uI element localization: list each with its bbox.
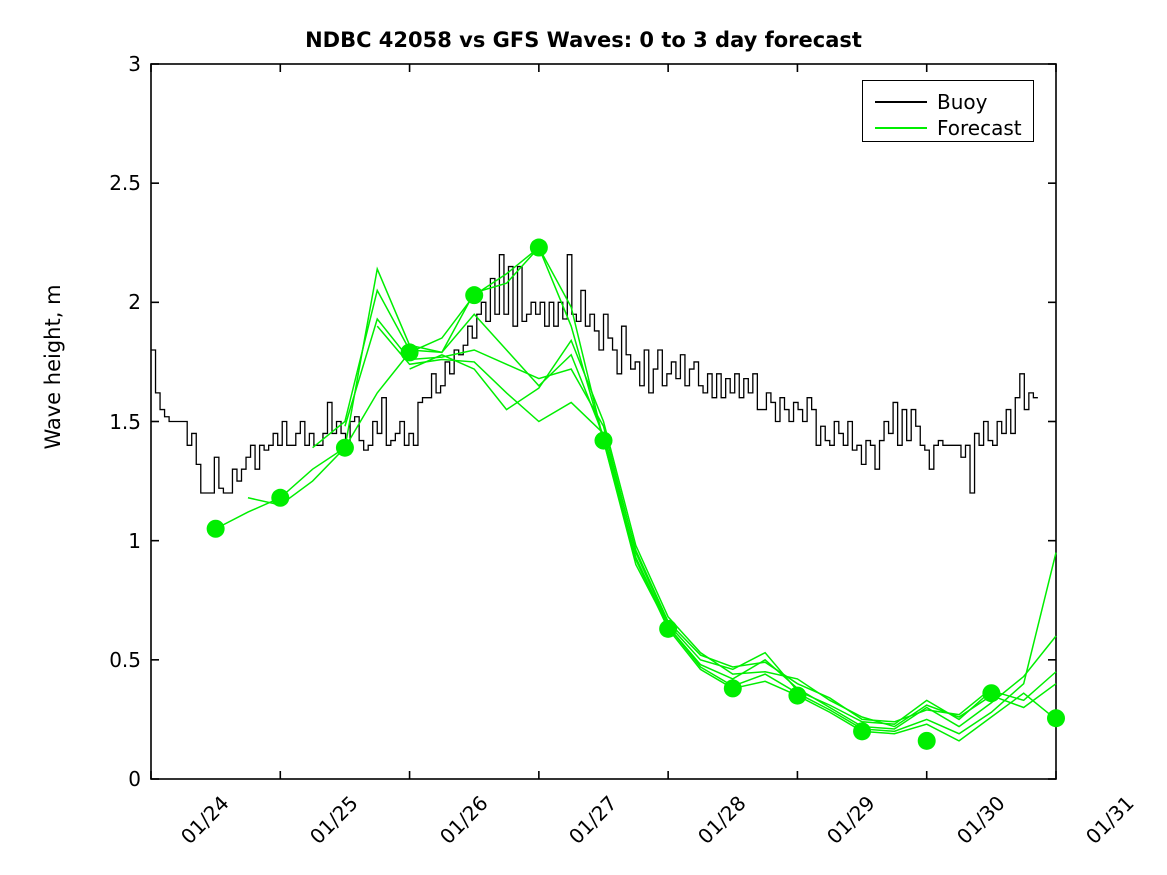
forecast-marker-point (465, 286, 484, 305)
y-tick-label: 3 (128, 52, 141, 76)
forecast-marker-point (594, 431, 613, 450)
series-line-2 (215, 246, 1057, 742)
marker-points-layer (206, 238, 1065, 750)
legend-label: Forecast (937, 116, 1022, 140)
y-tick-label: 0.5 (109, 647, 141, 672)
forecast-marker-point (917, 731, 936, 750)
legend: Buoy Forecast (862, 80, 1034, 142)
series-line-5 (344, 317, 1057, 725)
forecast-marker-point (853, 722, 872, 741)
y-tick-label: 2 (128, 290, 141, 315)
forecast-marker-point (400, 343, 419, 362)
series-line-6 (376, 325, 992, 723)
forecast-marker-point (723, 679, 742, 698)
chart-title: NDBC 42058 vs GFS Waves: 0 to 3 day fore… (305, 28, 862, 52)
forecast-marker-point (659, 619, 678, 638)
legend-entry-forecast[interactable]: Forecast (875, 117, 1022, 139)
legend-line-swatch (875, 101, 927, 103)
y-tick-label: 2.5 (109, 171, 141, 196)
y-tick-label: 1 (128, 528, 141, 553)
forecast-marker-point (982, 684, 1001, 703)
forecast-marker-point (788, 686, 807, 705)
series-line-7 (409, 338, 1057, 728)
forecast-marker-point (529, 238, 548, 257)
legend-label: Buoy (937, 90, 988, 114)
forecast-marker-point (271, 488, 290, 507)
y-tick-label: 1.5 (109, 409, 141, 434)
forecast-marker-point (206, 519, 225, 538)
legend-line-swatch (875, 127, 927, 129)
legend-entry-buoy[interactable]: Buoy (875, 91, 987, 113)
forecast-marker-point (335, 438, 354, 457)
y-tick-label: 0 (128, 767, 141, 791)
series-line-3 (247, 246, 1057, 735)
data-series-layer (151, 246, 1057, 742)
forecast-marker-point (1047, 709, 1065, 728)
series-line-1 (151, 254, 1038, 494)
